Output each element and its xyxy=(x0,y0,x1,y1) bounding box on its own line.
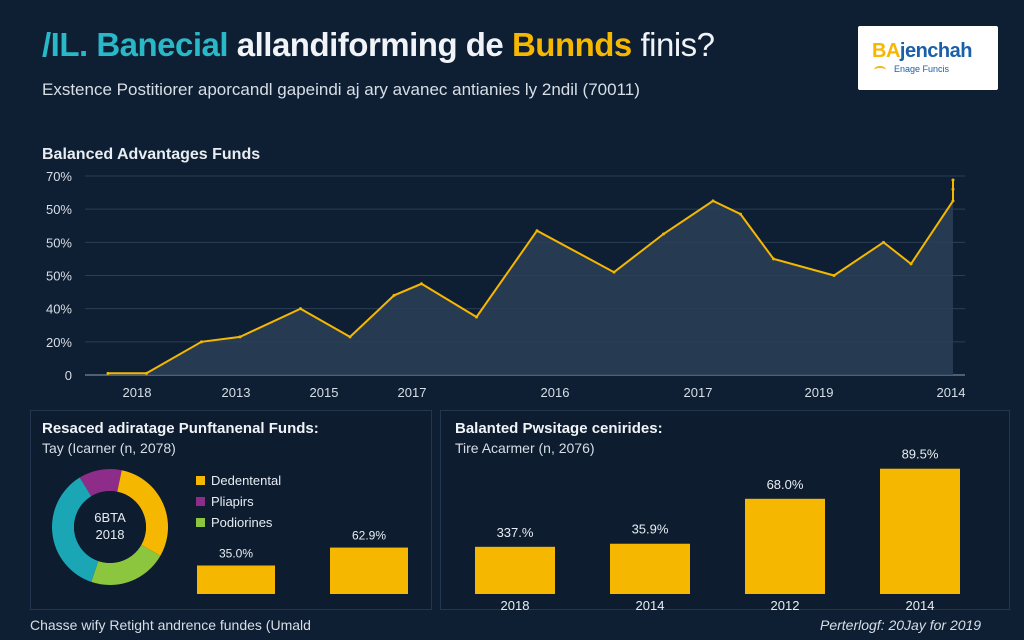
title-part-yellow: Bunnds xyxy=(511,26,632,63)
x-tick-label: 2013 xyxy=(222,385,251,400)
x-tick-label: 2018 xyxy=(123,385,152,400)
area-data-point xyxy=(392,293,396,297)
area-data-point xyxy=(299,307,302,311)
bar-chart: 337.% 2018 35.9% 2014 68.0% 2012 89.5% 2014 xyxy=(475,447,960,613)
bar-category-label: 2014 xyxy=(636,598,665,613)
title-part-end: finis? xyxy=(631,26,715,63)
area-data-point xyxy=(951,199,955,203)
area-data-point xyxy=(832,274,836,277)
area-data-point xyxy=(882,240,885,244)
area-data-point xyxy=(535,229,539,233)
area-data-point xyxy=(238,335,242,339)
title-part-white: allandiforming de xyxy=(236,26,512,63)
mini-bar-label: 62.9% xyxy=(352,529,386,543)
area-data-point xyxy=(951,187,955,191)
bar-value-label: 68.0% xyxy=(767,477,804,492)
area-data-point xyxy=(739,212,742,216)
area-chart-y-axis: 0 20% 40% 50% 50% 50% 70% xyxy=(46,169,72,383)
page-subtitle: Exstence Postitiorer aporcandl gapeindi … xyxy=(42,80,640,99)
left-panel-title: Resaced adiratage Punftanenal Funds: xyxy=(42,420,319,437)
area-data-point xyxy=(612,270,616,274)
mini-bar xyxy=(330,547,408,594)
area-chart-title: Balanced Advantages Funds xyxy=(42,146,261,163)
area-data-point xyxy=(475,315,478,319)
bar-value-label: 89.5% xyxy=(902,447,939,462)
mini-bar xyxy=(197,565,275,594)
area-data-point xyxy=(420,282,423,286)
logo-wordmark: BAjenchah xyxy=(872,40,972,63)
x-tick-label: 2017 xyxy=(684,385,713,400)
area-chart: 0 20% 40% 50% 50% 50% 70% 2018 2013 2015 2017 2016… xyxy=(46,169,966,400)
y-tick-label: 50% xyxy=(46,235,72,250)
bar xyxy=(475,546,555,594)
donut-center-label: 6BTA xyxy=(94,510,126,525)
area-data-point xyxy=(772,257,775,261)
right-panel-title: Balanted Pwsitage cenirides: xyxy=(455,420,663,437)
legend-swatch xyxy=(196,476,205,485)
x-tick-label: 2015 xyxy=(310,385,339,400)
mini-bar-label: 35.0% xyxy=(219,547,253,561)
area-data-point xyxy=(711,199,715,203)
area-data-point xyxy=(662,232,665,236)
donut-slice xyxy=(117,470,168,556)
x-tick-label: 2019 xyxy=(805,385,834,400)
area-data-point xyxy=(106,371,110,375)
y-tick-label: 50% xyxy=(46,269,72,284)
mini-bar-chart: 35.0% 62.9% xyxy=(197,529,408,594)
title-part-teal: Banecial xyxy=(96,26,237,63)
legend-item-pliapirs: Pliapirs xyxy=(196,491,281,512)
bar xyxy=(745,498,825,594)
bar xyxy=(880,468,960,594)
donut-slice xyxy=(79,469,122,497)
donut-legend: Dedentental Pliapirs Podiorines xyxy=(196,470,281,533)
brand-logo: BAjenchah Enage Funcis xyxy=(858,26,998,90)
area-data-point xyxy=(909,262,913,266)
logo-wordmark-accent: BA xyxy=(872,40,900,62)
y-tick-label: 40% xyxy=(46,302,72,317)
logo-tagline: Enage Funcis xyxy=(894,64,950,74)
area-data-point xyxy=(348,335,352,339)
bar-category-label: 2018 xyxy=(501,598,530,613)
donut-hole xyxy=(74,491,146,563)
area-data-point xyxy=(145,371,148,375)
donut-chart: 6BTA 2018 xyxy=(52,469,168,585)
bar-category-label: 2012 xyxy=(771,598,800,613)
donut-slice xyxy=(52,477,99,582)
x-tick-label: 2014 xyxy=(937,385,966,400)
area-data-point xyxy=(951,178,955,182)
left-panel-subtitle: Tay (Icarner (n, 2078) xyxy=(42,440,176,456)
legend-swatch xyxy=(196,497,205,506)
page-title: /IL. Banecial allandiforming de Bunnds f… xyxy=(42,26,842,64)
area-chart-x-axis: 2018 2013 2015 2017 2016 2017 2019 2014 xyxy=(123,385,966,400)
footer-note: Chasse wify Retight andrence fundes (Uma… xyxy=(30,617,311,633)
donut-slice xyxy=(91,544,161,585)
bar-category-label: 2014 xyxy=(906,598,935,613)
y-tick-label: 70% xyxy=(46,169,72,184)
legend-label: Podiorines xyxy=(211,515,273,530)
x-tick-label: 2017 xyxy=(398,385,427,400)
x-tick-label: 2016 xyxy=(541,385,570,400)
area-chart-fill xyxy=(108,180,953,375)
area-data-point xyxy=(200,340,203,344)
bar-value-label: 35.9% xyxy=(632,522,669,537)
legend-swatch xyxy=(196,518,205,527)
y-tick-label: 50% xyxy=(46,202,72,217)
y-tick-label: 0 xyxy=(65,368,72,383)
legend-item-dedentental: Dedentental xyxy=(196,470,281,491)
donut-center-year: 2018 xyxy=(96,527,125,542)
title-part-prefix: /IL. xyxy=(42,26,97,63)
legend-label: Pliapirs xyxy=(211,494,254,509)
bar-value-label: 337.% xyxy=(497,525,534,540)
bar xyxy=(610,543,690,594)
legend-item-podiorines: Podiorines xyxy=(196,512,281,533)
logo-sun-icon xyxy=(874,66,886,74)
right-panel-subtitle: Tire Acarmer (n, 2076) xyxy=(455,440,595,456)
footer-source: Perterlogf: 20Jay for 2019 xyxy=(820,617,982,633)
logo-wordmark-rest: jenchah xyxy=(899,40,973,62)
y-tick-label: 20% xyxy=(46,335,72,350)
header: /IL. Banecial allandiforming de Bunnds f… xyxy=(42,26,842,64)
legend-label: Dedentental xyxy=(211,473,282,488)
